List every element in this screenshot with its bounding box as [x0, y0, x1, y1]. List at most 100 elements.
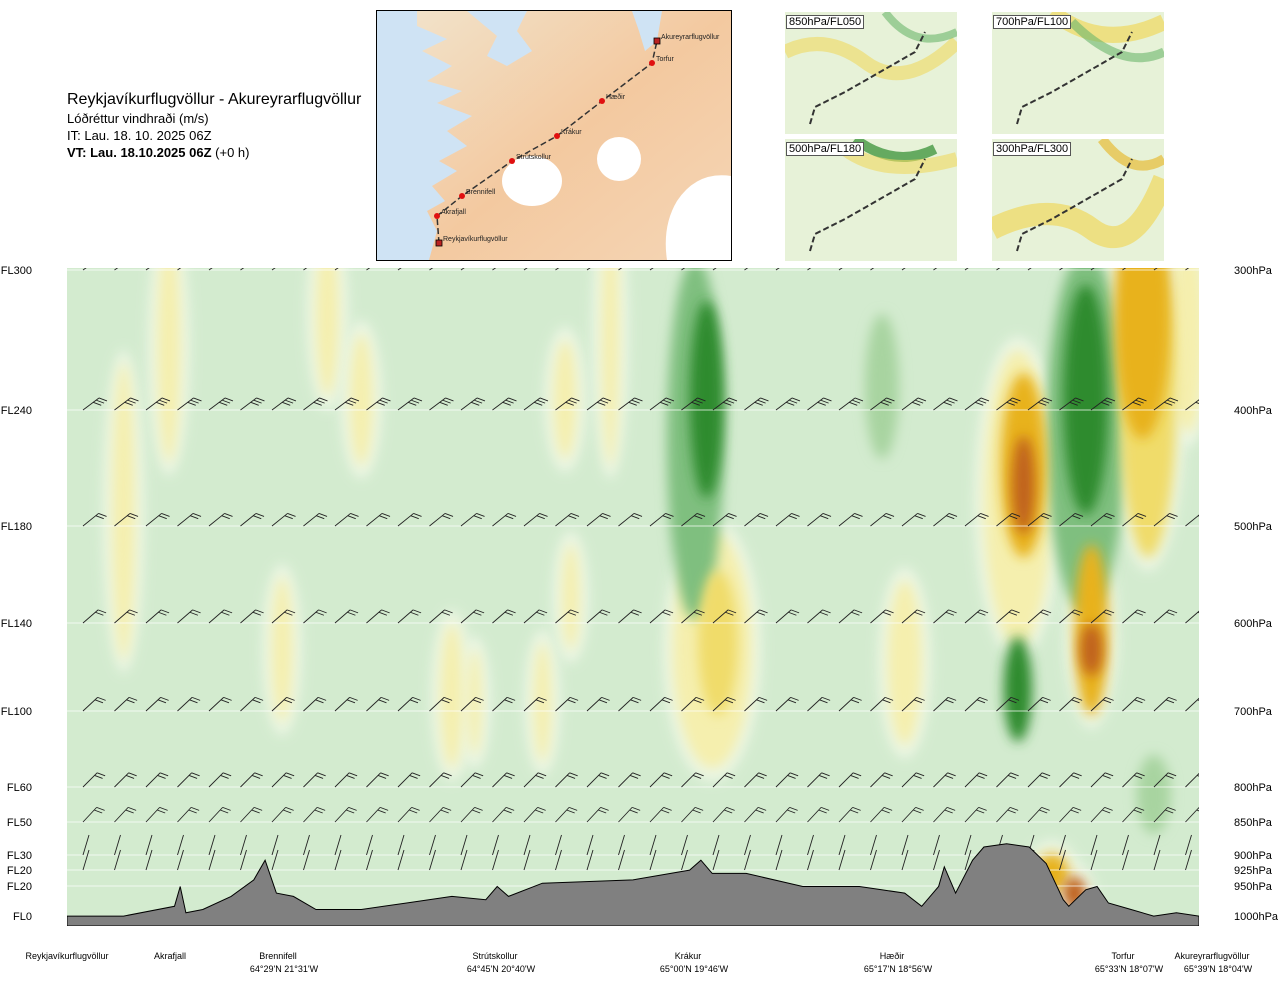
- wind-barb: [681, 609, 705, 624]
- wind-barb: [807, 397, 832, 411]
- wind-barb: [901, 696, 925, 712]
- wind-barb: [145, 397, 171, 411]
- wind-barb: [271, 849, 279, 871]
- wind-barb: [1185, 399, 1199, 411]
- wind-barb: [271, 268, 276, 271]
- wind-barb: [744, 696, 768, 712]
- wind-barb: [775, 849, 783, 871]
- location-name: Akureyrarflugvöllur: [1174, 951, 1249, 961]
- field-cell: [865, 314, 900, 459]
- wind-barb: [807, 696, 831, 712]
- hpa-label: 300hPa: [1234, 265, 1273, 277]
- wind-barb: [901, 849, 909, 871]
- wind-barb: [1027, 696, 1051, 712]
- wind-barb: [681, 806, 704, 823]
- wind-barb: [649, 696, 673, 712]
- wind-barb: [870, 397, 895, 411]
- field-cell: [467, 649, 482, 755]
- hpa-label: 950hPa: [1234, 881, 1273, 893]
- wind-barb: [271, 397, 297, 411]
- wind-barb: [618, 696, 642, 712]
- wind-barb: [492, 696, 516, 712]
- wind-barb: [271, 696, 295, 712]
- wind-barb: [82, 849, 90, 871]
- wind-barb: [429, 397, 454, 411]
- fl-label: FL30: [7, 850, 32, 862]
- wind-barb: [208, 772, 232, 788]
- wind-barb: [177, 268, 182, 271]
- wind-barb: [933, 772, 956, 788]
- waypoint-markers: Akureyrarflugvöllur Torfur Hæðir Krákur Strú…: [434, 34, 720, 247]
- wind-barb: [933, 806, 956, 823]
- wind-barb: [1027, 772, 1051, 788]
- wind-barb: [933, 268, 938, 271]
- thumbnail-700[interactable]: 700hPa/FL100: [992, 12, 1164, 134]
- wind-barb: [1122, 806, 1145, 823]
- wind-barb: [1185, 807, 1199, 823]
- valid-time: VT: Lau. 18.10.2025 06Z: [67, 145, 212, 160]
- wind-barb: [901, 834, 909, 856]
- wind-barb: [618, 849, 625, 871]
- vertical-wind-field: [102, 268, 1199, 924]
- route-map: Akureyrarflugvöllur Torfur Hæðir Krákur Strú…: [376, 10, 732, 261]
- wind-barb: [744, 512, 769, 527]
- wind-barb: [208, 512, 233, 527]
- wind-barb: [681, 397, 706, 411]
- wind-barb: [586, 397, 612, 411]
- wind-barb: [334, 834, 342, 856]
- wind-barb: [82, 609, 107, 624]
- issue-time: IT: Lau. 18. 10. 2025 06Z: [67, 128, 212, 143]
- wind-barb: [208, 849, 216, 871]
- wind-barb: [177, 397, 202, 411]
- thumbnail-500[interactable]: 500hPa/FL180: [785, 139, 957, 261]
- wind-barb: [933, 512, 958, 527]
- wind-barb: [114, 268, 119, 271]
- wind-barb: [712, 834, 720, 856]
- wind-barb: [1185, 849, 1192, 871]
- wind-barb: [933, 849, 940, 871]
- wind-barb: [460, 268, 465, 271]
- wind-barb: [1122, 772, 1145, 788]
- thumbnail-300[interactable]: 300hPa/FL300: [992, 139, 1164, 261]
- wind-barb: [1185, 610, 1199, 624]
- wind-barb: [523, 806, 546, 823]
- location-name: Akrafjall: [154, 951, 186, 961]
- field-cell: [1114, 268, 1171, 440]
- wind-barb: [555, 806, 578, 823]
- wind-barb: [1185, 834, 1192, 856]
- wind-barb: [1059, 268, 1064, 271]
- wind-barb: [492, 849, 499, 871]
- wind-barb: [303, 512, 328, 527]
- wind-barb: [397, 268, 402, 271]
- wind-barb: [1153, 268, 1158, 271]
- wind-barb: [744, 806, 767, 823]
- wind-barb: [397, 834, 405, 856]
- parameter-label: Lóðréttur vindhraði (m/s): [67, 111, 209, 126]
- wind-barb: [460, 696, 484, 712]
- wind-barb: [838, 512, 863, 527]
- wind-barb: [1185, 697, 1199, 712]
- fl-label: FL140: [1, 618, 32, 630]
- wind-barb: [586, 696, 610, 712]
- wind-barb: [460, 512, 485, 527]
- wind-barb: [523, 397, 549, 411]
- hpa-label: 925hPa: [1234, 865, 1273, 877]
- waypoint-marker: [509, 158, 515, 164]
- thumbnail-850[interactable]: 850hPa/FL050: [785, 12, 957, 134]
- field-cell: [1012, 435, 1035, 535]
- wind-barb: [870, 849, 877, 871]
- wind-barb: [838, 609, 863, 624]
- wind-barb: [114, 609, 138, 624]
- wind-barb: [366, 834, 373, 856]
- wind-barb: [334, 268, 339, 271]
- wind-barb: [618, 609, 642, 624]
- wind-barb: [649, 397, 675, 411]
- field-cell: [316, 268, 339, 397]
- thumbnail-label: 500hPa/FL180: [786, 142, 865, 156]
- wind-barb: [807, 268, 812, 271]
- wind-barb: [145, 609, 170, 624]
- wind-barb: [114, 696, 138, 712]
- wind-barb: [492, 512, 517, 527]
- location-labels: Reykjavíkurflugvöllur Akrafjall Brennifell…: [25, 951, 1252, 974]
- wind-barb: [681, 512, 706, 527]
